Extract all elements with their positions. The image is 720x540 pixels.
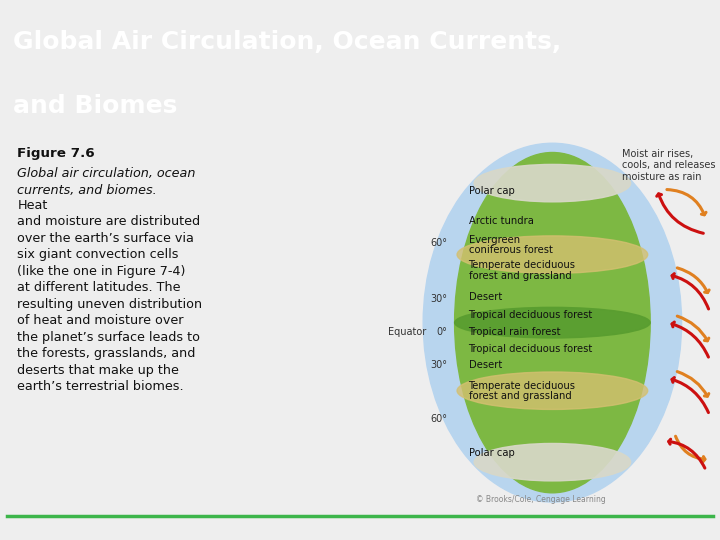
Text: Desert: Desert	[469, 360, 502, 370]
Text: Evergreen
coniferous forest: Evergreen coniferous forest	[469, 234, 552, 255]
Ellipse shape	[454, 307, 650, 338]
Text: Equator: Equator	[388, 327, 426, 337]
Text: and Biomes: and Biomes	[13, 93, 177, 118]
Text: 30°: 30°	[431, 360, 448, 370]
Text: Arctic tundra: Arctic tundra	[469, 216, 534, 226]
Text: Moist air rises,
cools, and releases
moisture as rain: Moist air rises, cools, and releases moi…	[622, 149, 716, 182]
Text: Figure 7.6: Figure 7.6	[17, 147, 95, 160]
Text: 30°: 30°	[431, 294, 448, 303]
Text: Tropical rain forest: Tropical rain forest	[469, 327, 561, 337]
Ellipse shape	[474, 164, 631, 202]
Text: Tropical deciduous forest: Tropical deciduous forest	[469, 310, 593, 320]
Text: Desert: Desert	[469, 292, 502, 302]
Text: Heat
and moisture are distributed
over the earth’s surface via
six giant convect: Heat and moisture are distributed over t…	[17, 199, 202, 393]
Text: Tropical deciduous forest: Tropical deciduous forest	[469, 343, 593, 354]
Ellipse shape	[454, 152, 650, 493]
Text: Temperate deciduous
forest and grassland: Temperate deciduous forest and grassland	[469, 381, 575, 401]
Ellipse shape	[457, 236, 648, 273]
Text: Global air circulation, ocean
currents, and biomes.: Global air circulation, ocean currents, …	[17, 167, 196, 197]
Text: Polar cap: Polar cap	[469, 448, 514, 458]
Ellipse shape	[423, 143, 682, 502]
Text: 0°: 0°	[437, 327, 448, 337]
Text: Global Air Circulation, Ocean Currents,: Global Air Circulation, Ocean Currents,	[13, 30, 561, 55]
Text: © Brooks/Cole, Cengage Learning: © Brooks/Cole, Cengage Learning	[475, 495, 606, 504]
Text: Temperate deciduous
forest and grassland: Temperate deciduous forest and grassland	[469, 260, 575, 281]
Text: 60°: 60°	[431, 414, 448, 424]
Ellipse shape	[457, 372, 648, 409]
Text: Polar cap: Polar cap	[469, 186, 514, 197]
Text: 60°: 60°	[431, 238, 448, 248]
Ellipse shape	[474, 443, 631, 481]
